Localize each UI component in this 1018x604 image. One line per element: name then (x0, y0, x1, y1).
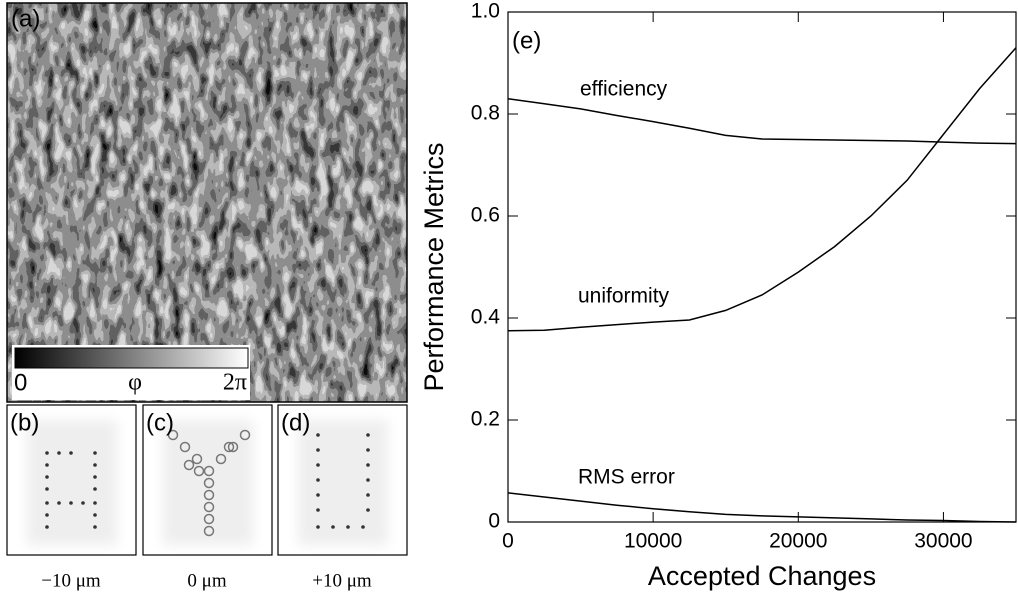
spot (366, 508, 370, 512)
ring (183, 459, 195, 471)
ring (191, 453, 203, 465)
phase-panel: (a) 0 φ 2π (6, 2, 408, 403)
spot (45, 487, 49, 491)
x-tick-label: 20000 (769, 530, 827, 553)
panel-frame (6, 404, 137, 556)
x-tick-label: 10000 (624, 530, 682, 553)
series-label: RMS error (578, 466, 675, 489)
y-tick-label: 1.0 (471, 0, 500, 23)
spot (316, 448, 320, 452)
ring (203, 489, 215, 501)
spot (316, 493, 320, 497)
speckle (163, 420, 253, 545)
speckle (27, 420, 117, 545)
colorbar-label: 2π (223, 370, 247, 396)
x-tick-label: 0 (502, 530, 514, 553)
series-line (507, 97, 1017, 145)
spot (45, 451, 49, 455)
spot (331, 525, 335, 529)
spot (346, 525, 350, 529)
ring (203, 477, 215, 489)
ring (203, 465, 215, 477)
panel-frame (277, 404, 408, 556)
spot (93, 463, 97, 467)
colorbar-label: 0 (14, 369, 27, 396)
series-label: uniformity (578, 285, 670, 308)
spot (316, 508, 320, 512)
y-tick-label: 0.2 (471, 408, 500, 431)
ring (227, 441, 239, 453)
y-tick-label: 0 (488, 510, 500, 533)
y-tick-label: 0.8 (471, 102, 500, 125)
y-axis-title: Performance Metrics (419, 142, 449, 391)
spot (57, 451, 61, 455)
spot (93, 501, 97, 505)
panel-frame (142, 404, 273, 556)
spot (93, 513, 97, 517)
y-tick-label: 0.4 (471, 306, 501, 329)
spot (366, 493, 370, 497)
colorbar (14, 347, 249, 369)
spot (366, 448, 370, 452)
ring (203, 501, 215, 513)
caption: 0 μm (187, 570, 226, 591)
spot (316, 433, 320, 437)
spot (366, 463, 370, 467)
spot (366, 478, 370, 482)
spot (316, 463, 320, 467)
spot (45, 525, 49, 529)
spot (45, 513, 49, 517)
panel-label: (c) (146, 409, 174, 436)
spot (45, 463, 49, 467)
panel-label: (e) (512, 27, 541, 54)
spot (57, 501, 61, 505)
panel-frame (6, 2, 408, 403)
spot (81, 501, 85, 505)
y-tick-label: 0.6 (471, 204, 500, 227)
spot (93, 475, 97, 479)
colorbar-label: φ (128, 370, 142, 396)
panel-label: (b) (10, 409, 39, 436)
ring (215, 453, 227, 465)
spot (316, 478, 320, 482)
plot-frame (507, 11, 1017, 523)
small-panels: (b) −10 μm (c) 0 μm (d) +10 μm (6, 404, 408, 591)
speckle (298, 420, 388, 545)
series-label: efficiency (580, 78, 668, 101)
ring (179, 441, 191, 453)
spot (45, 501, 49, 505)
phase-map (7, 3, 407, 402)
spot (93, 487, 97, 491)
caption: −10 μm (41, 570, 101, 591)
spot (316, 525, 320, 529)
ring (239, 429, 251, 441)
spot (361, 525, 365, 529)
ring (223, 441, 235, 453)
ring (203, 525, 215, 537)
ring (167, 429, 179, 441)
spot (93, 525, 97, 529)
panel-label: (d) (281, 409, 310, 436)
spot (69, 501, 73, 505)
caption: +10 μm (312, 570, 372, 591)
spot (93, 451, 97, 455)
series-line (507, 492, 1017, 523)
spot (366, 433, 370, 437)
spot (69, 451, 73, 455)
ring (193, 465, 205, 477)
line-chart: 0 0.2 0.4 0.6 0.8 1.0 0 10000 20000 30000 Accepted… (419, 0, 1017, 591)
panel-label: (a) (11, 5, 40, 32)
spot (45, 475, 49, 479)
x-tick-label: 30000 (914, 530, 972, 553)
series-line (507, 47, 1017, 332)
x-axis-title: Accepted Changes (648, 561, 876, 591)
ring (203, 513, 215, 525)
